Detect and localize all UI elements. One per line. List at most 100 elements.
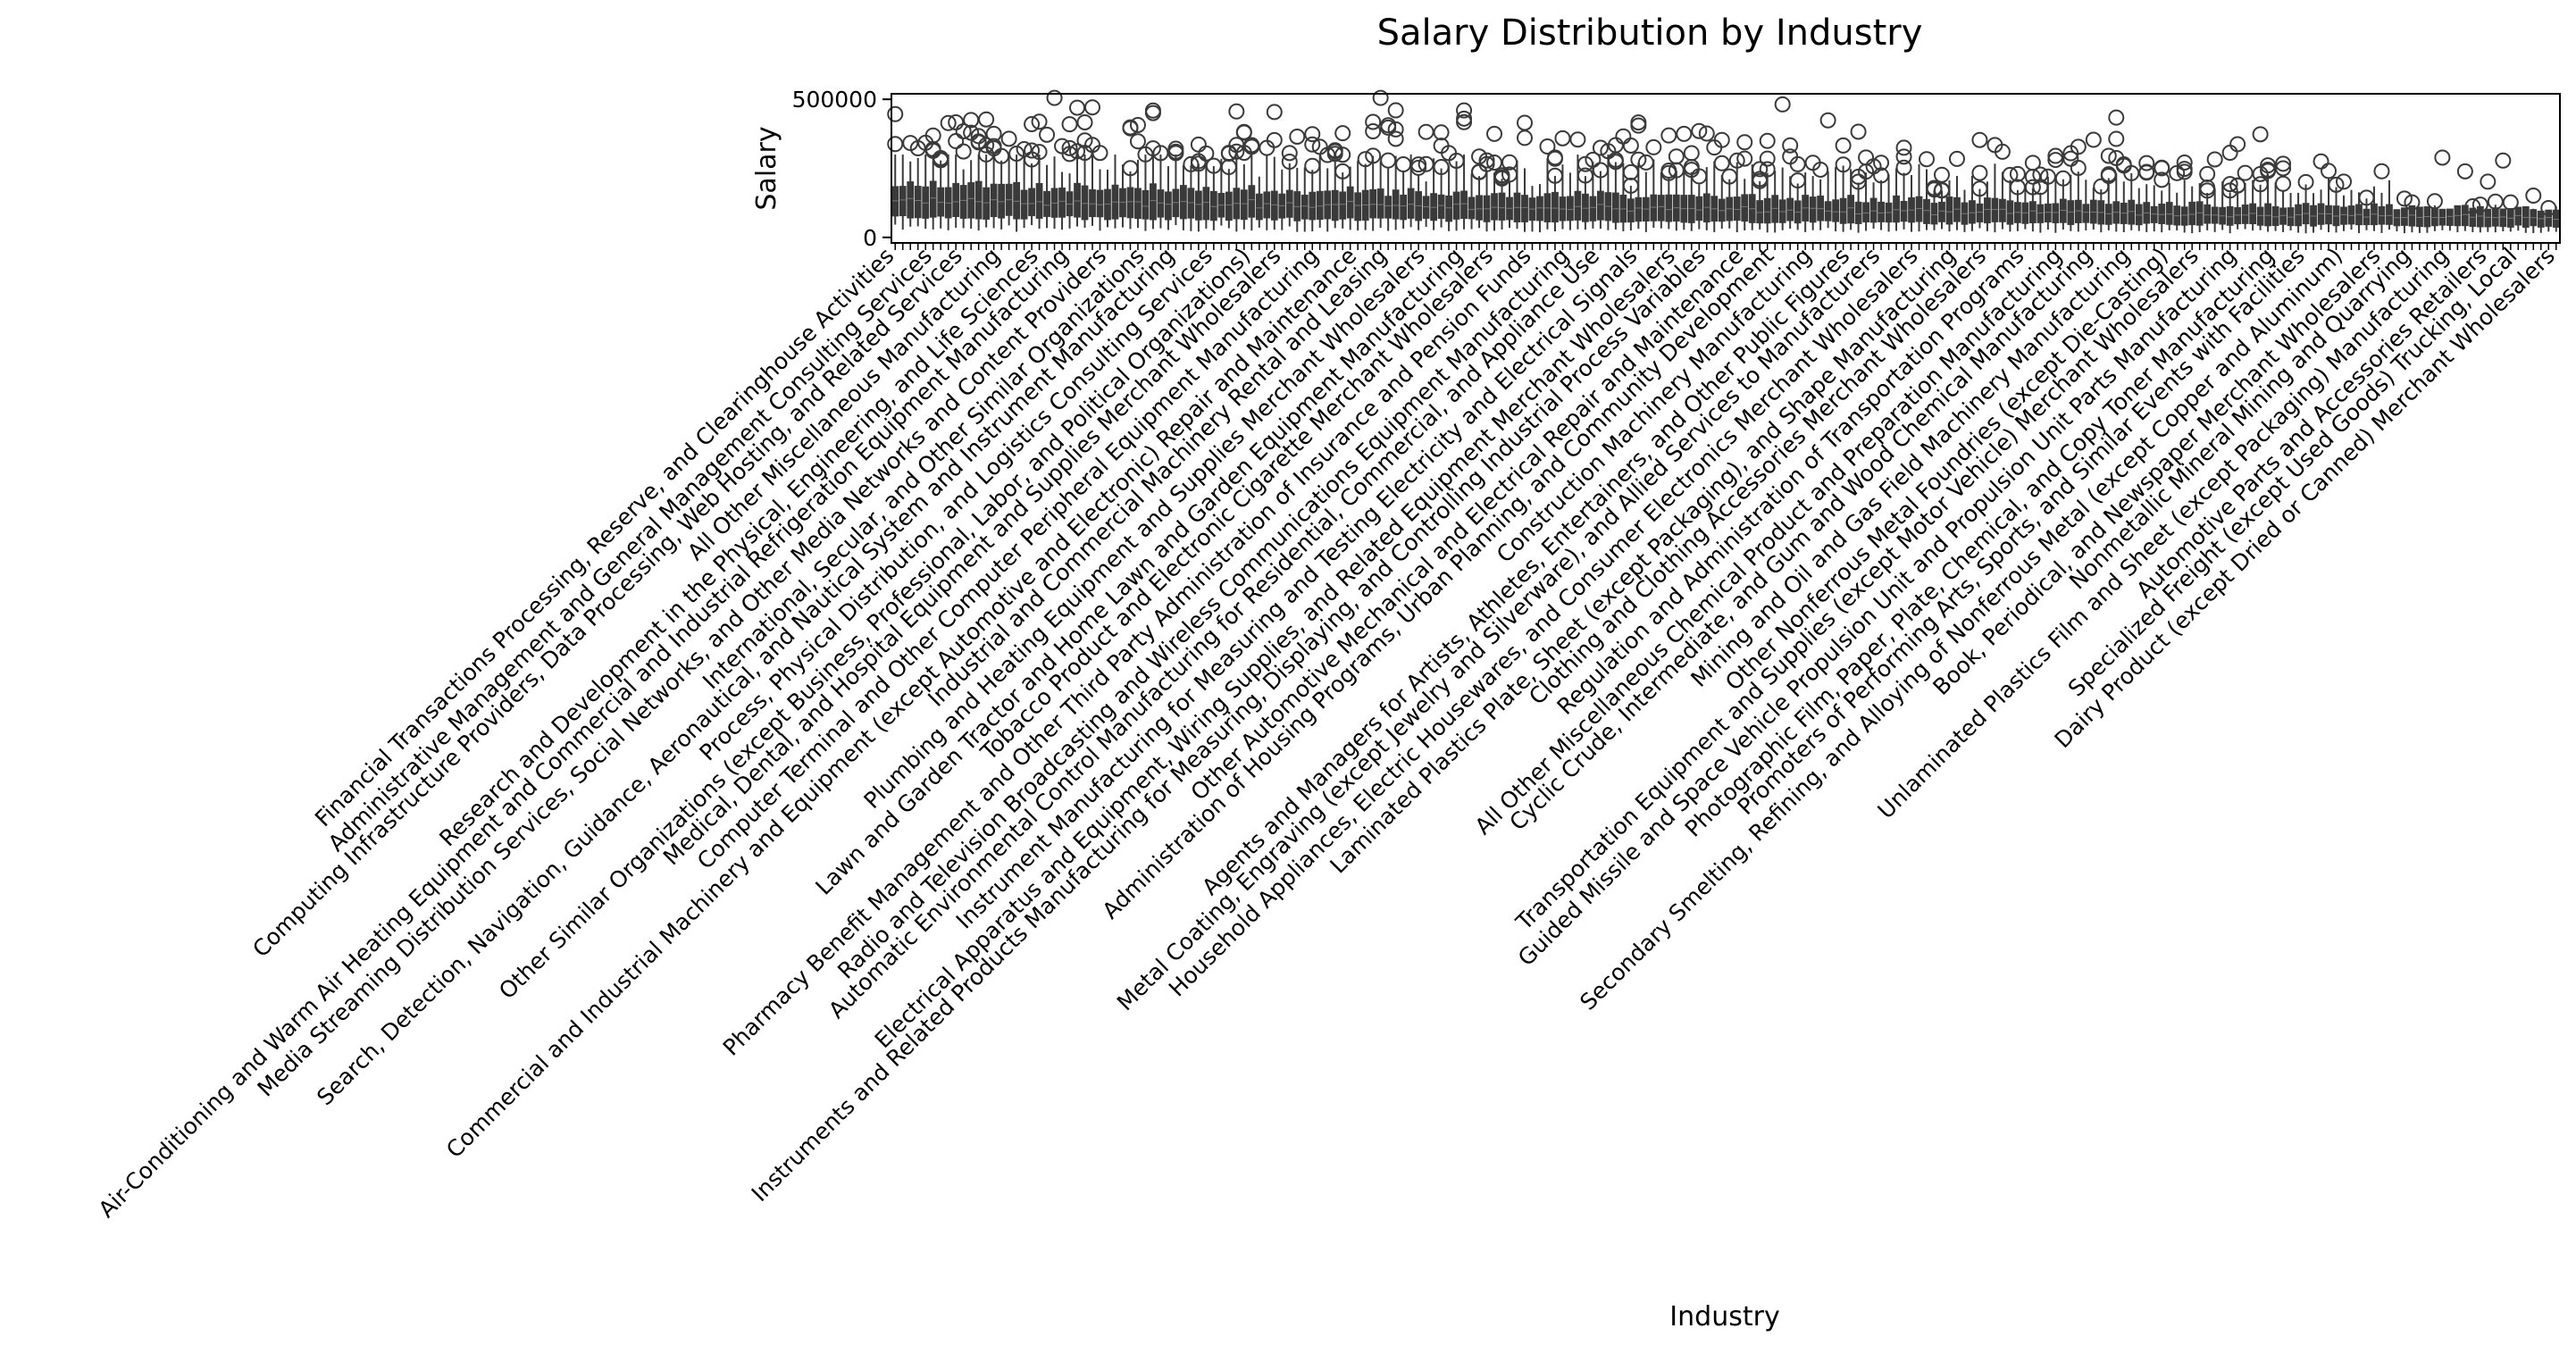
box-outlier [1622, 163, 1639, 180]
box-outlier [1024, 142, 1041, 159]
box [940, 114, 957, 230]
box-body [2295, 204, 2302, 227]
box [1091, 145, 1108, 231]
box-outlier [1948, 150, 1965, 167]
box [1024, 116, 1041, 226]
box-body [2271, 205, 2279, 226]
box [2371, 186, 2378, 231]
box [1893, 168, 1900, 231]
box-outlier [1024, 116, 1041, 133]
box [2138, 155, 2155, 232]
box [1873, 155, 1890, 230]
box-body [2256, 206, 2264, 226]
box-outlier [1304, 126, 1321, 143]
box [1645, 138, 1662, 229]
box [1835, 137, 1852, 232]
box-outlier [1486, 125, 1503, 142]
box-body [1043, 190, 1050, 217]
y-tick-label: 0 [863, 225, 877, 251]
box-body [2340, 206, 2347, 225]
box-outlier [1069, 143, 1086, 160]
box-outlier [2070, 159, 2087, 176]
box [2135, 188, 2143, 231]
box-outlier [955, 143, 972, 160]
box [2206, 151, 2223, 232]
box-body [2028, 201, 2037, 223]
box-body [1422, 196, 1430, 219]
box-outlier [1789, 155, 1806, 172]
box-outlier [1069, 99, 1086, 116]
box-body [1695, 196, 1703, 221]
box-body [1339, 191, 1347, 220]
box [2446, 208, 2454, 231]
box-outlier [1516, 129, 1533, 146]
box [1430, 158, 1437, 230]
box-outlier [985, 125, 1002, 142]
box-body [2180, 206, 2188, 226]
box-outlier [948, 133, 965, 150]
box-outlier [1919, 151, 1936, 168]
box-body [1999, 198, 2006, 222]
box [1615, 128, 1632, 231]
box-body [1953, 196, 1961, 222]
box-outlier [2138, 155, 2155, 171]
box [2082, 180, 2090, 230]
box [1346, 166, 1354, 230]
box-outlier [2313, 153, 2329, 170]
box-outlier [1061, 116, 1078, 133]
box-outlier [1774, 96, 1791, 113]
box [1948, 150, 1965, 230]
box-body [1035, 183, 1043, 219]
box-body [1847, 195, 1854, 224]
y-axis-ticks: 0 500000 [792, 87, 891, 251]
box-outlier [2275, 175, 2292, 192]
box-outlier [1873, 155, 1890, 171]
box-body [1687, 195, 1695, 223]
box [2154, 159, 2170, 233]
box-outlier [2176, 161, 2193, 178]
box-outlier [2275, 160, 2292, 177]
box-outlier [1418, 123, 1434, 140]
box-body [1209, 190, 1217, 221]
box-body [1392, 189, 1400, 220]
box-body [2491, 207, 2499, 227]
box-body [2150, 205, 2158, 223]
box-outlier [2221, 145, 2238, 162]
box-outlier [2502, 194, 2519, 211]
box-outlier [2032, 166, 2049, 183]
box-outlier [1243, 138, 1260, 155]
box-body [2545, 209, 2553, 227]
box-outlier [2480, 173, 2497, 190]
box-body [1771, 195, 1779, 223]
box [2404, 194, 2421, 233]
box-outlier [2434, 149, 2451, 166]
box-body [1589, 196, 1597, 221]
box [2024, 155, 2041, 232]
box [1513, 160, 1521, 230]
box [1111, 155, 1119, 229]
box [1278, 169, 1286, 230]
box [1372, 89, 1389, 228]
box [2295, 192, 2302, 233]
box [2188, 186, 2196, 234]
box-body [2325, 205, 2332, 225]
box [1410, 156, 1427, 230]
box [1567, 172, 1574, 230]
box [2537, 210, 2545, 233]
box [1919, 151, 1936, 230]
box-body [1452, 191, 1460, 220]
box-body [1930, 203, 1938, 225]
box-outlier [1076, 132, 1093, 149]
box-outlier [2495, 152, 2512, 169]
box-outlier [1683, 145, 1700, 162]
box [2426, 193, 2443, 231]
box-outlier [2336, 173, 2353, 190]
box [899, 155, 907, 230]
box-outlier [1752, 161, 1769, 178]
box [1832, 166, 1840, 232]
box-body [1536, 196, 1543, 221]
box-outlier [2260, 163, 2277, 180]
box-outlier [978, 111, 995, 128]
box-body [1248, 185, 1256, 218]
box-body [2104, 204, 2112, 225]
